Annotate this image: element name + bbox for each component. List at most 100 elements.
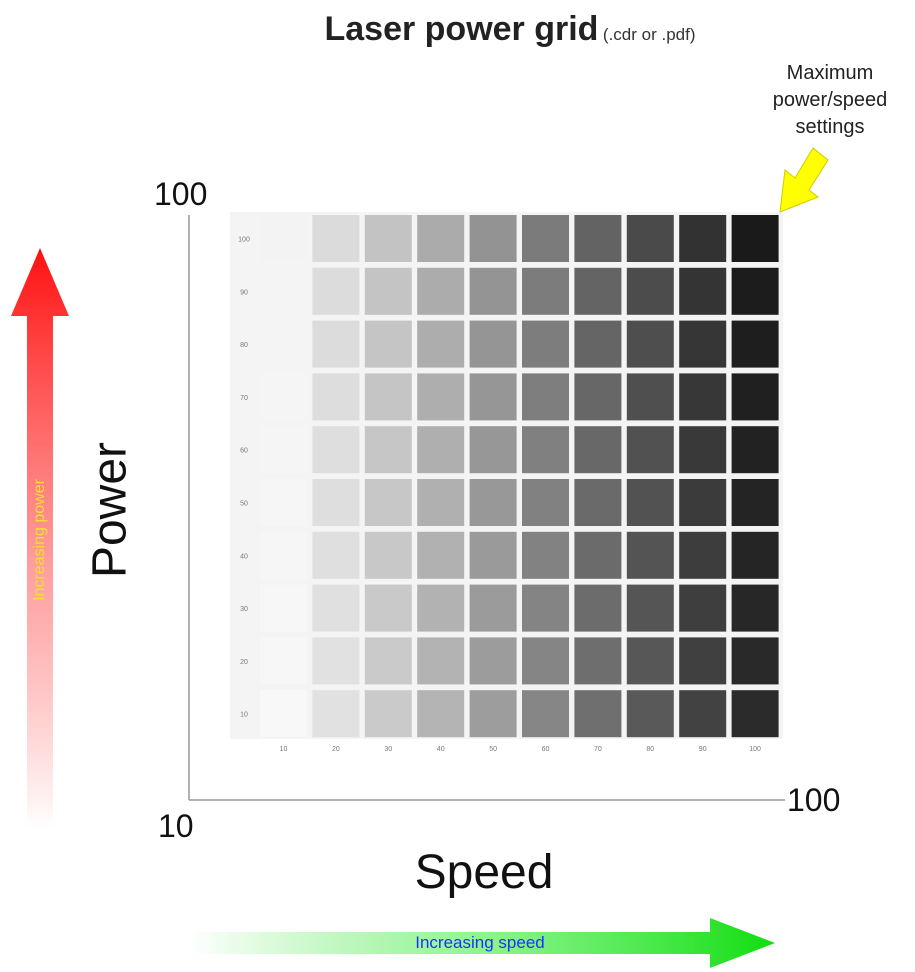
grid-cell-power-60-speed-40: [417, 426, 465, 474]
grid-cell-power-20-speed-10: [260, 637, 307, 685]
grid-cell-power-30-speed-40: [417, 584, 465, 632]
grid-cell-power-90-speed-90: [679, 267, 727, 315]
grid-cell-power-60-speed-20: [312, 426, 360, 474]
grid-cell-power-70-speed-20: [312, 373, 360, 421]
grid-cell-power-100-speed-80: [626, 215, 674, 262]
increasing-power-text: Increasing power: [31, 479, 48, 601]
grid-cell-power-10-speed-70: [574, 690, 622, 738]
grid-cell-power-50-speed-80: [626, 479, 674, 526]
grid-cell-power-100-speed-10: [260, 215, 307, 262]
grid-cell-power-60-speed-90: [679, 426, 727, 474]
grid-cell-power-60-speed-80: [626, 426, 674, 474]
grid-cell-power-50-speed-10: [260, 479, 307, 526]
grid-cell-power-10-speed-40: [417, 690, 465, 738]
grid-cell-power-80-speed-10: [260, 320, 307, 368]
power-axis-title: Power: [83, 441, 137, 579]
grid-cell-power-60-speed-60: [522, 426, 569, 474]
grid-cell-power-70-speed-90: [679, 373, 727, 421]
speed-axis-title: Speed: [414, 846, 554, 899]
grid-cell-power-90-speed-20: [312, 267, 360, 315]
grid-cell-power-60-speed-70: [574, 426, 622, 474]
grid-cell-power-40-speed-60: [522, 531, 569, 579]
grid-cell-power-40-speed-50: [469, 531, 517, 579]
grid-cell-power-90-speed-40: [417, 267, 465, 315]
annotation-line-1: Maximum: [786, 62, 874, 84]
grid-cell-power-30-speed-20: [312, 584, 360, 632]
title-main: Laser power grid: [324, 10, 599, 48]
grid-cell-power-60-speed-30: [364, 426, 412, 474]
speed-column-label: 40: [437, 746, 445, 753]
grid-cell-power-80-speed-70: [574, 320, 622, 368]
grid-cell-power-20-speed-100: [731, 637, 779, 685]
power-row-label: 20: [240, 659, 248, 666]
grid-cell-power-50-speed-100: [731, 479, 779, 526]
grid-cell-power-80-speed-100: [731, 320, 779, 368]
grid-cell-power-50-speed-30: [364, 479, 412, 526]
x-axis-max-label: 100: [787, 782, 841, 818]
speed-column-label: 80: [646, 746, 654, 753]
power-row-label: 90: [240, 289, 248, 296]
annotation-line-2: power/speed: [772, 89, 888, 111]
power-row-label: 80: [240, 342, 248, 349]
power-row-label: 30: [240, 606, 248, 613]
grid-cell-power-40-speed-40: [417, 531, 465, 579]
grid-cell-power-30-speed-10: [260, 584, 307, 632]
grid-cell-power-10-speed-50: [469, 690, 517, 738]
grid-cell-power-90-speed-60: [522, 267, 569, 315]
grid-cell-power-10-speed-20: [312, 690, 360, 738]
grid-cell-power-50-speed-20: [312, 479, 360, 526]
grid-cell-power-80-speed-40: [417, 320, 465, 368]
origin-label: 10: [158, 808, 194, 844]
grid-cell-power-20-speed-50: [469, 637, 517, 685]
grid-cell-power-100-speed-30: [364, 215, 412, 262]
grid-cell-power-10-speed-60: [522, 690, 569, 738]
power-row-label: 50: [240, 501, 248, 508]
grid-cell-power-30-speed-30: [364, 584, 412, 632]
grid-cell-power-50-speed-40: [417, 479, 465, 526]
power-row-label: 40: [240, 553, 248, 560]
grid-cell-power-70-speed-50: [469, 373, 517, 421]
grid-cell-power-90-speed-80: [626, 267, 674, 315]
grid-cell-power-80-speed-20: [312, 320, 360, 368]
grid-cell-power-70-speed-80: [626, 373, 674, 421]
grid-cell-power-60-speed-10: [260, 426, 307, 474]
increasing-speed-arrow: [190, 918, 775, 968]
annotation-line-3: settings: [795, 116, 865, 138]
grid-cell-power-40-speed-70: [574, 531, 622, 579]
speed-column-label: 70: [594, 746, 602, 753]
grid-cell-power-90-speed-100: [731, 267, 779, 315]
grid-cell-power-80-speed-90: [679, 320, 727, 368]
grid-cell-power-90-speed-30: [364, 267, 412, 315]
speed-column-label: 30: [384, 746, 392, 753]
grid-cell-power-100-speed-60: [522, 215, 569, 262]
y-axis-max-label: 100: [154, 176, 208, 212]
grid-cell-power-20-speed-60: [522, 637, 569, 685]
grid-cell-power-70-speed-30: [364, 373, 412, 421]
grid-cell-power-10-speed-90: [679, 690, 727, 738]
grid-cell-power-40-speed-20: [312, 531, 360, 579]
max-settings-arrow: [779, 147, 829, 213]
power-row-label: 70: [240, 395, 248, 402]
max-settings-annotation: Maximum power/speed settings: [760, 60, 900, 141]
grid-cell-power-40-speed-100: [731, 531, 779, 579]
increasing-speed-text: Increasing speed: [415, 933, 545, 952]
page-title: Laser power grid (.cdr or .pdf): [0, 10, 915, 49]
grid-cell-power-30-speed-100: [731, 584, 779, 632]
grid-cell-power-50-speed-50: [469, 479, 517, 526]
grid-cell-power-90-speed-70: [574, 267, 622, 315]
increasing-power-arrow: [11, 248, 69, 830]
grid-cell-power-10-speed-10: [260, 690, 307, 738]
speed-column-label: 50: [489, 746, 497, 753]
grid-cell-power-60-speed-50: [469, 426, 517, 474]
grid-cell-power-30-speed-90: [679, 584, 727, 632]
power-row-label: 60: [240, 448, 248, 455]
grid-cell-power-20-speed-80: [626, 637, 674, 685]
speed-column-label: 10: [280, 746, 288, 753]
grid-cell-power-100-speed-100: [731, 215, 779, 262]
grid-cell-power-50-speed-70: [574, 479, 622, 526]
grid-cell-power-40-speed-10: [260, 531, 307, 579]
grid-cell-power-90-speed-50: [469, 267, 517, 315]
grid-cell-power-100-speed-70: [574, 215, 622, 262]
grid-cell-power-20-speed-20: [312, 637, 360, 685]
grid-cell-power-40-speed-80: [626, 531, 674, 579]
